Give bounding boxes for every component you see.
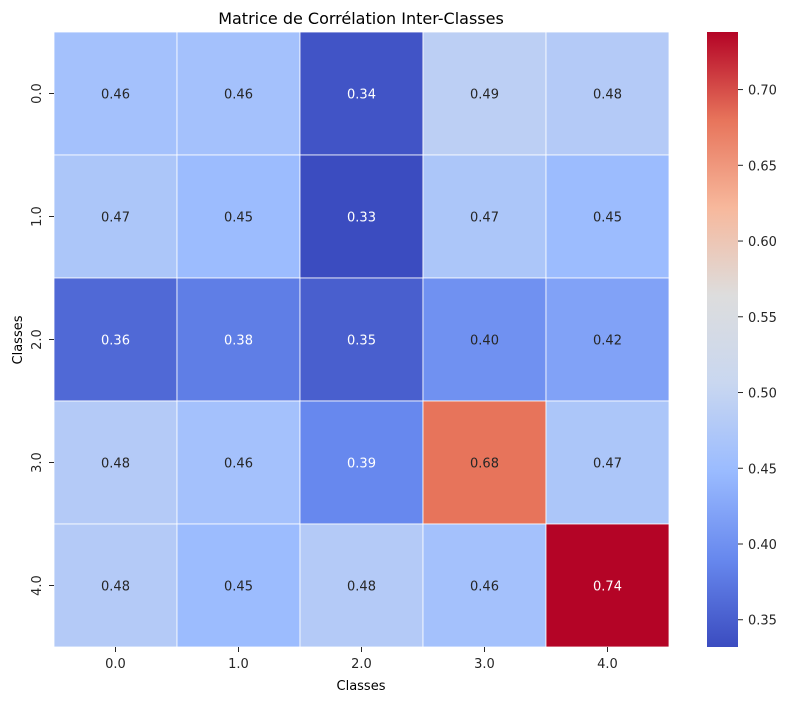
cell-value-label-r0-c2: 0.34 [347,88,376,103]
heatmap-cell-r0-c4 [545,31,670,156]
heatmap-cells: 0.46 0.46 0.34 0.49 0.48 0.47 0.45 0.33 0.47 0.45… [53,31,670,648]
cell-value-label-r1-c4: 0.45 [593,211,622,226]
x-tick-label: 0.0 [105,657,126,672]
heatmap-cell-r4-c1 [176,523,301,648]
y-axis-label: Classes [11,315,26,364]
colorbar-tick-label: 0.50 [748,387,777,402]
colorbar-tick-label: 0.55 [748,311,777,326]
colorbar: 0.35 0.40 0.45 0.50 0.55 0.60 0.65 0.70 [707,32,777,647]
y-tick-label: 2.0 [30,329,45,350]
heatmap-cell-r3-c3 [422,400,547,525]
cell-value-label-r4-c1: 0.45 [224,580,253,595]
heatmap-cell-r1-c0 [53,154,178,279]
colorbar-tick-label: 0.60 [748,235,777,250]
cell-value-label-r2-c4: 0.42 [593,334,622,349]
cell-value-label-r4-c3: 0.46 [470,580,499,595]
colorbar-tick-label: 0.45 [748,462,777,477]
cell-value-label-r4-c4: 0.74 [593,580,622,595]
cell-value-label-r1-c3: 0.47 [470,211,499,226]
x-tick-label: 2.0 [351,657,372,672]
heatmap-cell-r1-c2 [299,154,424,279]
cell-value-label-r4-c0: 0.48 [101,580,130,595]
cell-value-label-r3-c1: 0.46 [224,457,253,472]
cell-value-label-r2-c0: 0.36 [101,334,130,349]
heatmap-cell-r1-c1 [176,154,301,279]
y-tick-label: 0.0 [30,83,45,104]
heatmap-cell-r0-c2 [299,31,424,156]
colorbar-tick-label: 0.35 [748,614,777,629]
chart-title: Matrice de Corrélation Inter-Classes [218,9,504,28]
heatmap-cell-r0-c0 [53,31,178,156]
y-tick-label: 4.0 [30,575,45,596]
colorbar-tick-label: 0.65 [748,159,777,174]
cell-value-label-r0-c3: 0.49 [470,88,499,103]
heatmap-cell-r4-c2 [299,523,424,648]
y-tick-label: 1.0 [30,206,45,227]
cell-value-label-r1-c1: 0.45 [224,211,253,226]
cell-value-label-r1-c2: 0.33 [347,211,376,226]
x-tick-label: 1.0 [228,657,249,672]
cell-value-label-r3-c4: 0.47 [593,457,622,472]
cell-value-label-r0-c1: 0.46 [224,88,253,103]
cell-value-label-r2-c2: 0.35 [347,334,376,349]
x-tick-label: 4.0 [597,657,618,672]
cell-value-label-r2-c3: 0.40 [470,334,499,349]
heatmap-cell-r4-c0 [53,523,178,648]
y-tick-label: 3.0 [30,452,45,473]
heatmap-cell-r3-c1 [176,400,301,525]
colorbar-tick-label: 0.40 [748,538,777,553]
cell-value-label-r2-c1: 0.38 [224,334,253,349]
heatmap-cell-r4-c4 [545,523,670,648]
heatmap-cell-r2-c4 [545,277,670,402]
x-axis-label: Classes [337,679,386,694]
heatmap-cell-r1-c4 [545,154,670,279]
y-axis: 0.0 1.0 2.0 3.0 4.0 [30,83,54,596]
cell-value-label-r0-c4: 0.48 [593,88,622,103]
heatmap-cell-r3-c2 [299,400,424,525]
cell-value-label-r1-c0: 0.47 [101,211,130,226]
heatmap-cell-r2-c1 [176,277,301,402]
heatmap-cell-r2-c3 [422,277,547,402]
cell-value-label-r0-c0: 0.46 [101,88,130,103]
colorbar-gradient [707,32,738,647]
heatmap-cell-r3-c4 [545,400,670,525]
colorbar-tick-label: 0.70 [748,84,777,99]
x-tick-label: 3.0 [474,657,495,672]
heatmap-cell-r0-c3 [422,31,547,156]
heatmap-cell-r2-c2 [299,277,424,402]
cell-value-label-r3-c0: 0.48 [101,457,130,472]
x-axis: 0.0 1.0 2.0 3.0 4.0 [105,647,618,672]
cell-value-label-r3-c2: 0.39 [347,457,376,472]
heatmap-cell-r0-c1 [176,31,301,156]
cell-value-label-r4-c2: 0.48 [347,580,376,595]
cell-value-label-r3-c3: 0.68 [470,457,499,472]
